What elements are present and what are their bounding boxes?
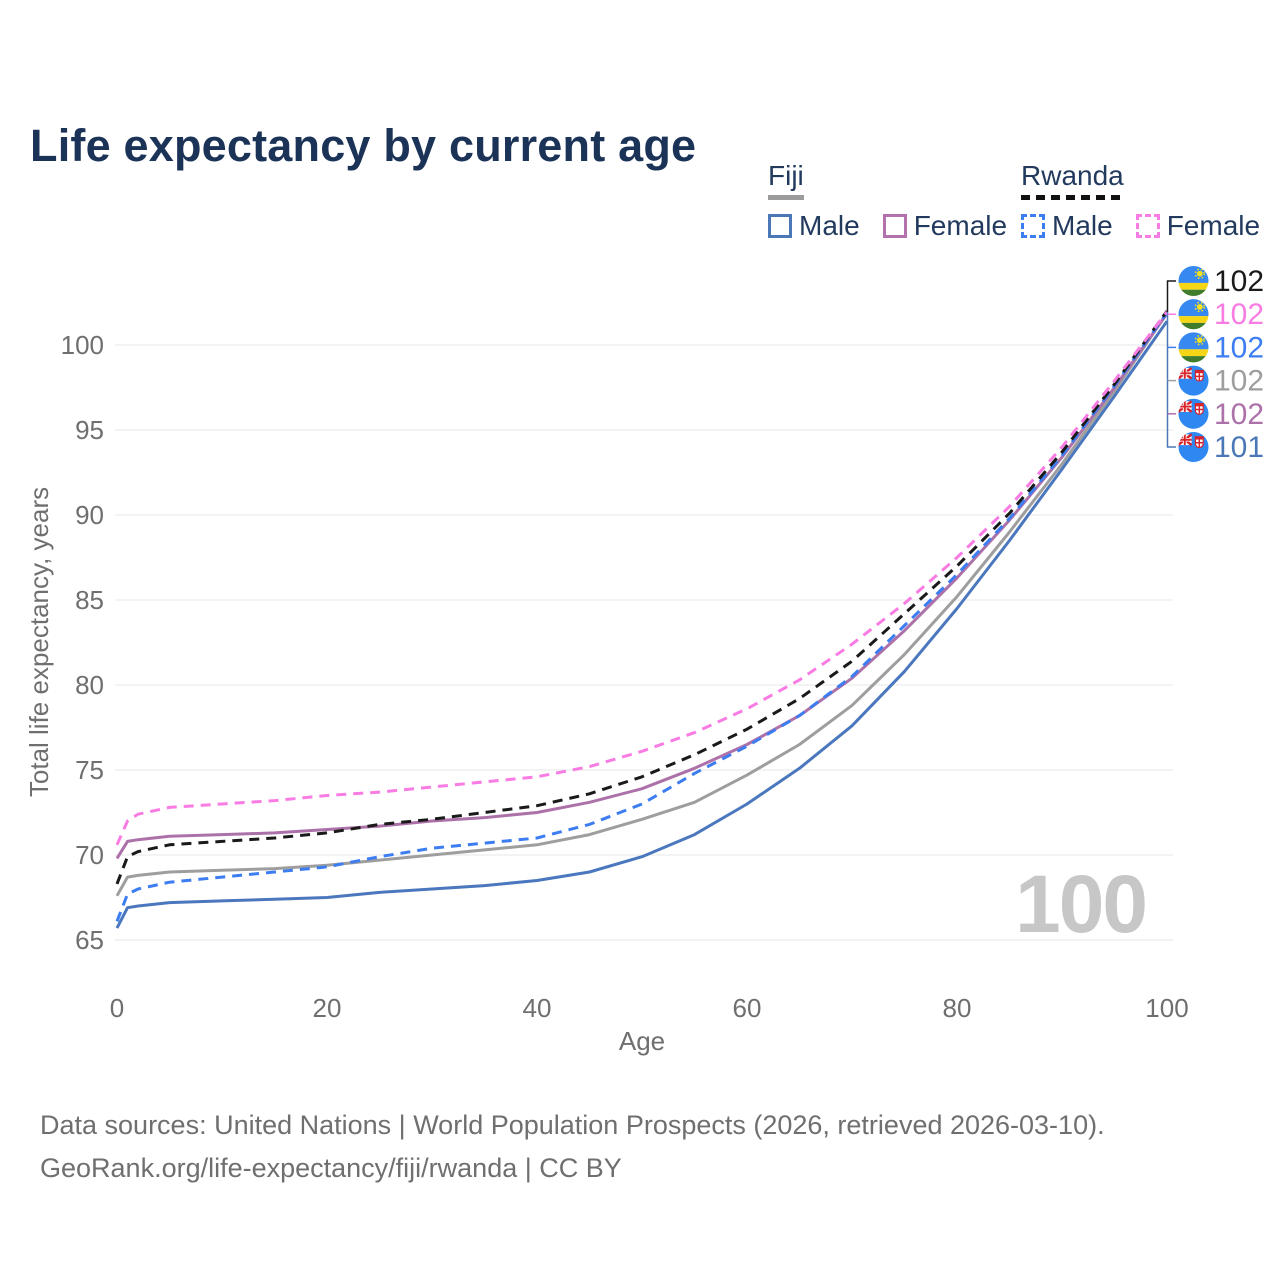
rwanda-female-swatch-icon bbox=[1135, 214, 1160, 238]
fiji-male-swatch-icon bbox=[768, 214, 792, 238]
end-label-bracket-top bbox=[1166, 280, 1176, 312]
y-tick-label: 80 bbox=[75, 670, 104, 700]
x-tick-label: 100 bbox=[1145, 993, 1188, 1023]
rwanda-dashed-line-swatch bbox=[1021, 195, 1124, 200]
fiji-flag-icon bbox=[1178, 432, 1209, 463]
legend-item-fiji-male[interactable]: Male bbox=[768, 210, 860, 242]
y-tick-label: 65 bbox=[75, 925, 104, 955]
y-axis-title: Total life expectancy, years bbox=[24, 487, 54, 797]
fiji-flag-icon bbox=[1178, 398, 1209, 429]
end-label-value: 102 bbox=[1214, 398, 1264, 431]
y-tick-label: 75 bbox=[75, 755, 104, 785]
end-label-value: 102 bbox=[1214, 298, 1264, 331]
legend-group-rwanda: Rwanda Male Female bbox=[1021, 160, 1280, 242]
series-line-rwanda-female[interactable] bbox=[115, 310, 1169, 846]
rwanda-flag-icon bbox=[1178, 299, 1209, 330]
rwanda-flag-icon bbox=[1178, 266, 1209, 297]
legend-item-label: Male bbox=[799, 210, 860, 241]
x-tick-label: 0 bbox=[110, 993, 124, 1023]
legend-item-fiji-female[interactable]: Female bbox=[882, 210, 1008, 242]
end-label-value: 101 bbox=[1214, 431, 1264, 464]
fiji-solid-line-swatch bbox=[768, 195, 804, 200]
end-label-bracket-bottom bbox=[1166, 312, 1176, 448]
series-line-fiji-total[interactable] bbox=[115, 312, 1169, 897]
legend-group-fiji: Fiji Male Female bbox=[768, 160, 1030, 242]
series-line-fiji-female[interactable] bbox=[115, 312, 1169, 860]
legend-item-label: Male bbox=[1052, 210, 1113, 241]
footer-citation-url: GeoRank.org/life-expectancy/fiji/rwanda … bbox=[40, 1153, 622, 1183]
end-label-value: 102 bbox=[1214, 365, 1264, 398]
legend-country-label: Fiji bbox=[768, 160, 804, 191]
series-line-rwanda-male[interactable] bbox=[115, 311, 1169, 922]
x-tick-label: 20 bbox=[313, 993, 342, 1023]
y-tick-label: 70 bbox=[75, 840, 104, 870]
legend-country-fiji[interactable]: Fiji bbox=[768, 160, 804, 200]
series-line-fiji-male[interactable] bbox=[115, 320, 1169, 929]
y-tick-label: 90 bbox=[75, 500, 104, 530]
y-tick-label: 100 bbox=[61, 330, 104, 360]
hover-age-watermark: 100 bbox=[1015, 859, 1148, 950]
legend-item-label: Female bbox=[913, 210, 1008, 241]
x-axis-title: Age bbox=[619, 1026, 665, 1056]
legend: Fiji Male Female Rwanda Male bbox=[0, 0, 1280, 250]
footer-data-sources: Data sources: United Nations | World Pop… bbox=[40, 1110, 1105, 1140]
y-tick-label: 95 bbox=[75, 415, 104, 445]
legend-item-rwanda-male[interactable]: Male bbox=[1021, 210, 1113, 242]
rwanda-male-swatch-icon bbox=[1021, 214, 1045, 238]
x-tick-label: 40 bbox=[523, 993, 552, 1023]
legend-item-rwanda-female[interactable]: Female bbox=[1135, 210, 1261, 242]
footer: Data sources: United Nations | World Pop… bbox=[40, 1104, 1105, 1190]
end-label-value: 102 bbox=[1214, 265, 1264, 298]
x-tick-label: 80 bbox=[943, 993, 972, 1023]
series-line-rwanda-total[interactable] bbox=[115, 310, 1169, 885]
legend-row-fiji: Male Female bbox=[768, 210, 1030, 242]
x-tick-label: 60 bbox=[733, 993, 762, 1023]
legend-item-label: Female bbox=[1166, 210, 1261, 241]
y-tick-label: 85 bbox=[75, 585, 104, 615]
fiji-female-swatch-icon bbox=[882, 214, 907, 238]
fiji-flag-icon bbox=[1178, 365, 1209, 396]
legend-country-label: Rwanda bbox=[1021, 160, 1124, 191]
end-label-value: 102 bbox=[1214, 331, 1264, 364]
rwanda-flag-icon bbox=[1178, 332, 1209, 363]
page-title: Life expectancy by current age bbox=[30, 120, 697, 172]
legend-row-rwanda: Male Female bbox=[1021, 210, 1280, 242]
legend-country-rwanda[interactable]: Rwanda bbox=[1021, 160, 1124, 200]
